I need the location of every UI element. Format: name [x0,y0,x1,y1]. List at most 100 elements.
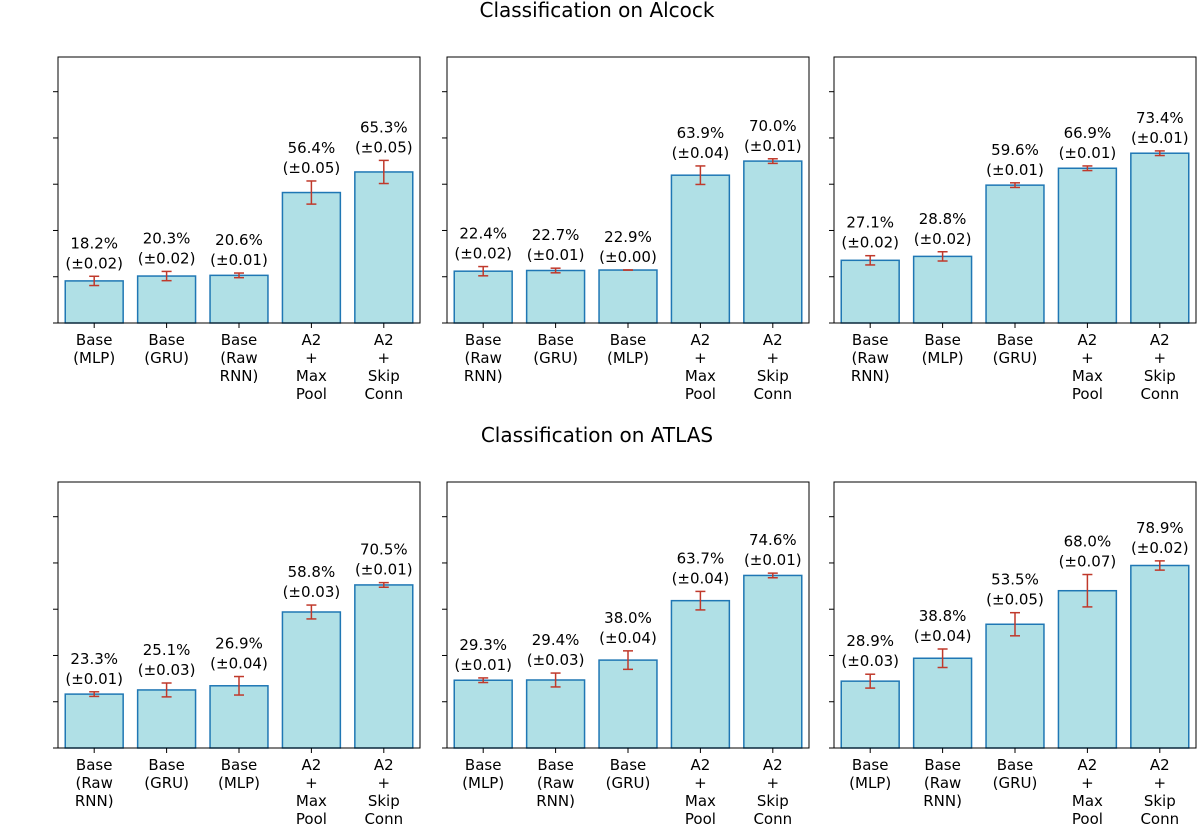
x-tick-label-line: (MLP) [849,774,891,792]
x-tick-label-line: Pool [685,385,716,403]
data-label-line: 23.3% [70,650,118,668]
data-label-line: 59.6% [991,141,1039,159]
data-label-line: 22.4% [459,225,507,243]
data-label-line: (±0.03) [283,583,341,601]
x-tick-label: Base (GRU) [144,331,189,367]
x-tick-label: A2 + Max Pool [296,756,327,826]
bar [525,679,586,749]
data-label: 25.1% (±0.03) [138,641,196,679]
data-label-line: (±0.04) [914,627,972,645]
data-label: 53.5% (±0.05) [986,571,1044,609]
x-tick-label-line: RNN) [220,367,259,385]
data-label-line: (±0.05) [283,159,341,177]
data-label-line: 58.8% [288,563,336,581]
x-tick-label-line: A2 [1077,756,1097,774]
x-tick-label-line: Base [76,756,113,774]
x-tick-label-line: Base [76,331,113,349]
x-tick-label-line: Base [610,331,647,349]
data-label: 56.4% (±0.05) [283,139,341,177]
data-label: 28.8% (±0.02) [914,210,972,248]
data-label-line: 74.6% [749,531,797,549]
x-tick-label: Base (GRU) [606,756,651,792]
x-tick-label-line: (GRU) [144,349,189,367]
x-tick-label-line: Pool [296,810,327,826]
x-tick-label-line: RNN) [851,367,890,385]
x-tick-label-line: Pool [685,810,716,826]
bar [453,270,513,324]
x-tick-label: A2 + Skip Conn [1140,756,1179,826]
data-label-line: 66.9% [1064,124,1112,142]
data-label: 73.4% (±0.01) [1131,109,1189,147]
data-label-line: (±0.03) [841,652,899,670]
axes-frame [446,481,810,749]
x-tick-label-line: + [767,774,780,792]
x-tick-label-line: Base [221,756,258,774]
suptitle-alcock: Classification on Alcock [479,0,714,22]
x-tick-label: Base (MLP) [218,756,260,792]
data-label: 23.3% (±0.01) [65,650,123,688]
bar [743,574,803,749]
x-tick-label-line: (GRU) [533,349,578,367]
axes-frame [833,56,1197,324]
x-tick-label-line: Base [537,756,574,774]
x-tick-label-line: Pool [296,385,327,403]
x-tick-label: A2 + Skip Conn [364,756,403,826]
bar [598,659,658,749]
data-label: 66.9% (±0.01) [1059,124,1117,162]
bar [209,685,269,749]
x-tick-label-line: RNN) [464,367,503,385]
x-tick-label-line: A2 [301,331,321,349]
bar [598,269,658,324]
x-tick-label-line: A2 [301,756,321,774]
x-tick-label-line: A2 [1150,756,1170,774]
x-tick-label-line: + [694,349,707,367]
x-tick-label: Base (GRU) [144,756,189,792]
data-label-line: 78.9% [1136,519,1184,537]
data-label-line: 20.3% [143,229,191,247]
x-tick-label: Base (MLP) [73,331,115,367]
x-tick-label-line: (Raw [464,349,501,367]
x-tick-label-line: Max [685,367,716,385]
x-tick-label: Base (GRU) [993,331,1038,367]
x-tick-label-line: Max [685,792,716,810]
x-tick-label-line: A2 [1077,331,1097,349]
x-tick-label-line: (Raw [75,774,112,792]
data-label: 70.0% (±0.01) [744,117,802,155]
bar [354,584,414,749]
x-tick-label-line: A2 [374,331,394,349]
x-tick-label-line: Base [465,756,502,774]
x-tick-label-line: Max [296,792,327,810]
x-tick-label-line: (MLP) [922,349,964,367]
data-label-line: 38.8% [919,607,967,625]
x-tick-label-line: Base [997,756,1034,774]
x-tick-label-line: + [767,349,780,367]
data-label: 68.0% (±0.07) [1059,533,1117,571]
data-label: 22.9% (±0.00) [599,228,657,266]
data-label-line: 73.4% [1136,109,1184,127]
data-label-line: (±0.04) [210,655,268,673]
data-label: 22.7% (±0.01) [527,226,585,264]
x-tick-label: Base (Raw RNN) [536,756,575,810]
data-label: 63.7% (±0.04) [672,549,730,587]
data-label: 18.2% (±0.02) [65,234,123,272]
bar [281,611,342,749]
axes-frame [57,56,421,324]
data-label: 28.9% (±0.03) [841,632,899,670]
data-label-line: (±0.04) [672,144,730,162]
x-tick-label: Base (MLP) [607,331,649,367]
data-label-line: 70.0% [749,117,797,135]
x-tick-label-line: A2 [690,331,710,349]
x-tick-label-line: (Raw [924,774,961,792]
data-label: 74.6% (±0.01) [744,531,802,569]
data-label-line: (±0.01) [1059,144,1117,162]
x-tick-label: Base (Raw RNN) [75,756,114,810]
bar [209,274,269,324]
bar [281,191,342,324]
x-tick-label-line: (MLP) [607,349,649,367]
bar [64,693,124,749]
data-label-line: (±0.02) [138,249,196,267]
axes-frame [833,481,1197,749]
x-tick-label-line: Skip [757,792,789,810]
bar [840,259,900,324]
bar [354,171,414,324]
